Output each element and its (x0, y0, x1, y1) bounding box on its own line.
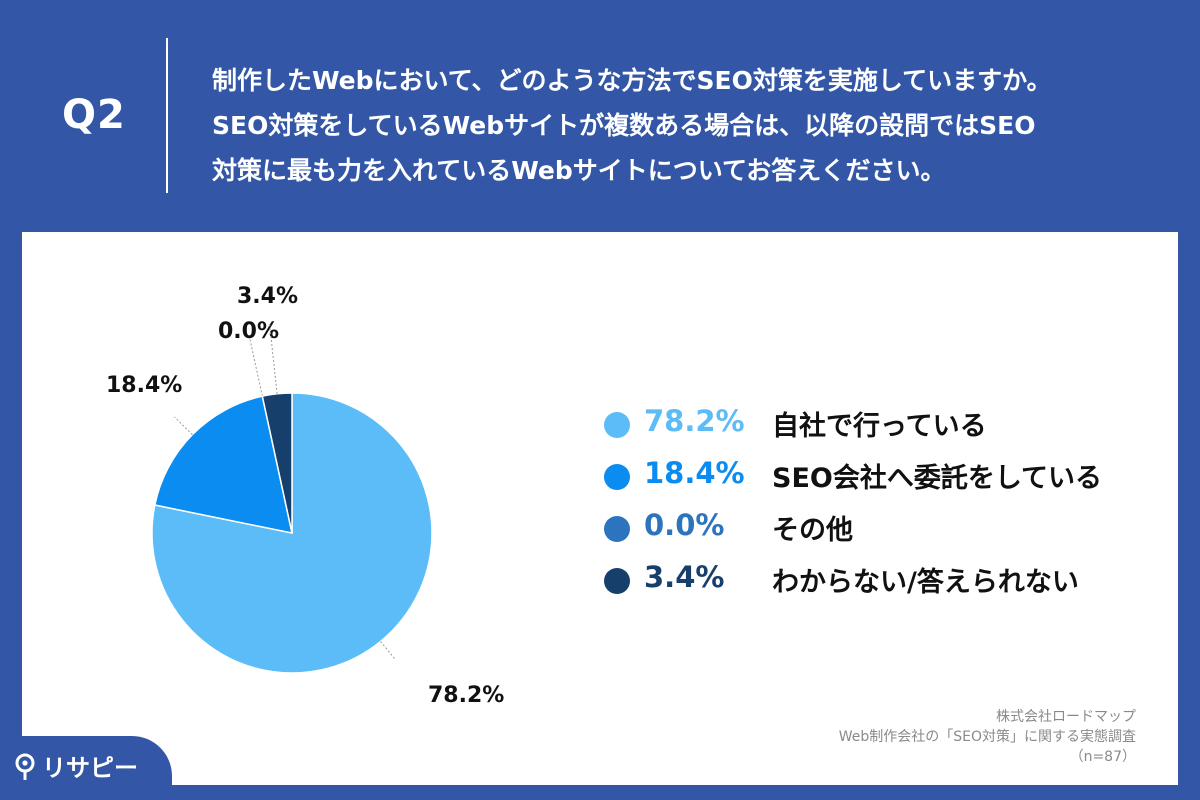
header: Q2 制作したWebにおいて、どのような方法でSEO対策を実施していますか。 S… (0, 0, 1200, 232)
legend-label: その他 (772, 515, 853, 546)
source-survey: Web制作会社の「SEO対策」に関する実態調査 (838, 729, 1136, 745)
legend-item: 18.4% SEO会社へ委託をしている (604, 452, 1164, 504)
question-number: Q2 (62, 92, 126, 138)
legend-item: 0.0% その他 (604, 504, 1164, 556)
legend-item: 3.4% わからない/答えられない (604, 556, 1164, 608)
legend-value: 3.4% (644, 560, 725, 594)
question-line: SEO対策をしているWebサイトが複数ある場合は、以降の設問ではSEO (212, 111, 1036, 140)
leader-line (248, 334, 263, 397)
legend-label: 自社で行っている (772, 411, 987, 442)
slice-value-label: 0.0% (218, 319, 279, 344)
brand-name: リサピー (42, 754, 138, 782)
slice-value-label: 3.4% (237, 284, 298, 309)
legend-swatch (604, 568, 630, 594)
location-pin-icon (15, 753, 35, 780)
legend-item: 78.2% 自社で行っている (604, 400, 1164, 452)
leader-line (380, 641, 396, 660)
legend-label: わからない/答えられない (772, 567, 1079, 598)
chart-card: 78.2% 18.4% 0.0% 3.4% 78.2% 自社で行っている 18.4% SEO… (22, 232, 1178, 785)
brand-logo: リサピー (14, 748, 138, 783)
legend-value: 78.2% (644, 404, 745, 438)
slice-value-label: 78.2% (428, 683, 504, 708)
legend-value: 18.4% (644, 456, 745, 490)
pie-slice (151, 392, 433, 674)
question-line: 対策に最も力を入れているWebサイトについてお答えください。 (212, 156, 946, 185)
header-divider (166, 38, 168, 193)
pie-slice (153, 395, 293, 534)
source-company: 株式会社ロードマップ (996, 709, 1136, 725)
slice-value-label: 18.4% (106, 373, 182, 398)
leader-line (174, 416, 193, 435)
question-line: 制作したWebにおいて、どのような方法でSEO対策を実施していますか。 (212, 66, 1052, 95)
legend-value: 0.0% (644, 508, 725, 542)
legend-swatch (604, 464, 630, 490)
legend-swatch (604, 412, 630, 438)
pie-chart: 78.2% 18.4% 0.0% 3.4% (106, 284, 504, 708)
legend-swatch (604, 516, 630, 542)
source-sample-size: （n=87） (1069, 749, 1136, 765)
legend-label: SEO会社へ委託をしている (772, 463, 1103, 494)
source-note: 株式会社ロードマップ Web制作会社の「SEO対策」に関する実態調査 （n=87… (839, 707, 1136, 767)
legend: 78.2% 自社で行っている 18.4% SEO会社へ委託をしている 0.0% その他 3.… (604, 400, 1164, 608)
question-text: 制作したWebにおいて、どのような方法でSEO対策を実施していますか。 SEO対… (212, 58, 1172, 193)
